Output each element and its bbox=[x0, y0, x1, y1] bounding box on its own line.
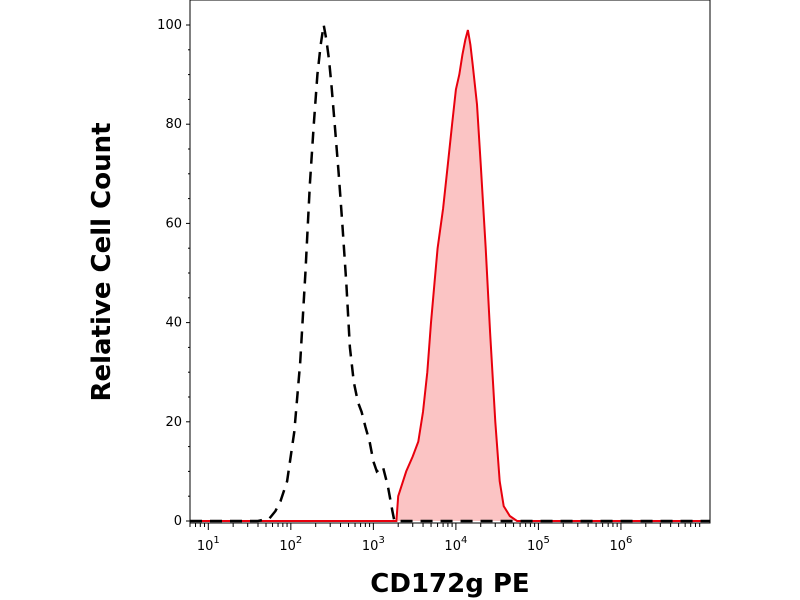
series-cd172g-line bbox=[190, 29, 710, 522]
y-tick-label: 80 bbox=[165, 117, 182, 132]
y-tick-label: 100 bbox=[157, 18, 182, 33]
x-tick-label: 104 bbox=[444, 535, 467, 554]
y-axis-title: Relative Cell Count bbox=[87, 122, 117, 401]
x-tick-label: 102 bbox=[279, 535, 302, 554]
x-axis-title: CD172g PE bbox=[370, 569, 529, 599]
series-cd172g-fill bbox=[190, 30, 710, 521]
plot-area bbox=[189, 0, 711, 524]
y-tick-label: 20 bbox=[165, 415, 182, 430]
axes: 0 20 40 60 80 100 101 102 103 104 105 106 bbox=[157, 18, 701, 554]
y-tick-label: 0 bbox=[174, 514, 182, 529]
y-tick-label: 40 bbox=[165, 316, 182, 331]
x-tick-label: 101 bbox=[197, 535, 220, 554]
x-tick-label: 103 bbox=[362, 535, 385, 554]
series-control-line bbox=[190, 24, 710, 523]
x-tick-label: 105 bbox=[527, 535, 550, 554]
plot-frame bbox=[189, 0, 711, 524]
x-tick-label: 106 bbox=[609, 535, 632, 554]
y-tick-label: 60 bbox=[165, 216, 182, 231]
